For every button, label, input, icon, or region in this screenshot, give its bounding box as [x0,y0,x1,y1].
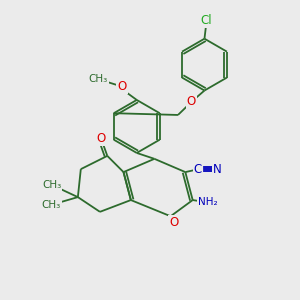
Text: O: O [97,132,106,145]
Text: NH₂: NH₂ [198,197,218,207]
Text: O: O [169,216,178,229]
Text: Cl: Cl [201,14,212,27]
Text: O: O [117,80,127,93]
Text: CH₃: CH₃ [89,74,108,84]
Text: O: O [187,95,196,108]
Text: C: C [194,163,202,176]
Text: N: N [212,163,221,176]
Text: CH₃: CH₃ [42,180,62,190]
Text: CH₃: CH₃ [42,200,61,210]
